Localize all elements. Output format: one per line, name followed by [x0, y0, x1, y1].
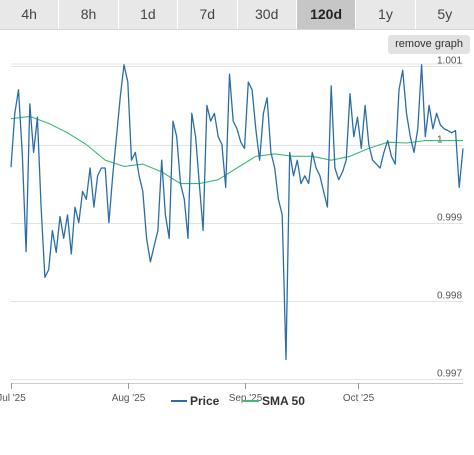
- tab-7d[interactable]: 7d: [178, 0, 238, 29]
- legend-sma50-label[interactable]: SMA 50: [262, 394, 305, 408]
- tab-4h[interactable]: 4h: [0, 0, 60, 29]
- plot-area: [10, 64, 464, 361]
- price-series-line: [10, 64, 464, 361]
- timeframe-tabs: 4h 8h 1d 7d 30d 120d 1y 5y: [0, 0, 474, 30]
- tab-1d[interactable]: 1d: [119, 0, 179, 29]
- y-tick-label: 0.998: [437, 291, 462, 302]
- y-tick-label: 1: [437, 135, 443, 146]
- chart-legend: Price SMA 50: [171, 394, 305, 408]
- remove-graph-button[interactable]: remove graph: [388, 35, 470, 54]
- y-tick-label: 0.997: [437, 369, 462, 380]
- y-tick-label: 1.001: [437, 56, 462, 67]
- x-tick-label: Oct '25: [343, 393, 375, 404]
- sma50-series-line: [10, 115, 463, 185]
- x-tick-label: Sep '25: [229, 393, 263, 404]
- chart-gridlines: [11, 63, 463, 384]
- y-axis-ticks: 1.001 1 0.999 0.998 0.997: [437, 56, 462, 380]
- tab-8h[interactable]: 8h: [59, 0, 119, 29]
- y-tick-label: 0.999: [437, 213, 462, 224]
- tab-1y[interactable]: 1y: [356, 0, 416, 29]
- x-tick-label: Jul '25: [0, 393, 26, 404]
- legend-price-label[interactable]: Price: [190, 394, 220, 408]
- x-axis-ticks: Jul '25 Aug '25 Sep '25 Oct '25: [0, 383, 375, 404]
- tab-30d[interactable]: 30d: [238, 0, 297, 29]
- tab-5y[interactable]: 5y: [437, 6, 453, 22]
- x-tick-label: Aug '25: [112, 393, 146, 404]
- tab-120d[interactable]: 120d: [296, 0, 357, 29]
